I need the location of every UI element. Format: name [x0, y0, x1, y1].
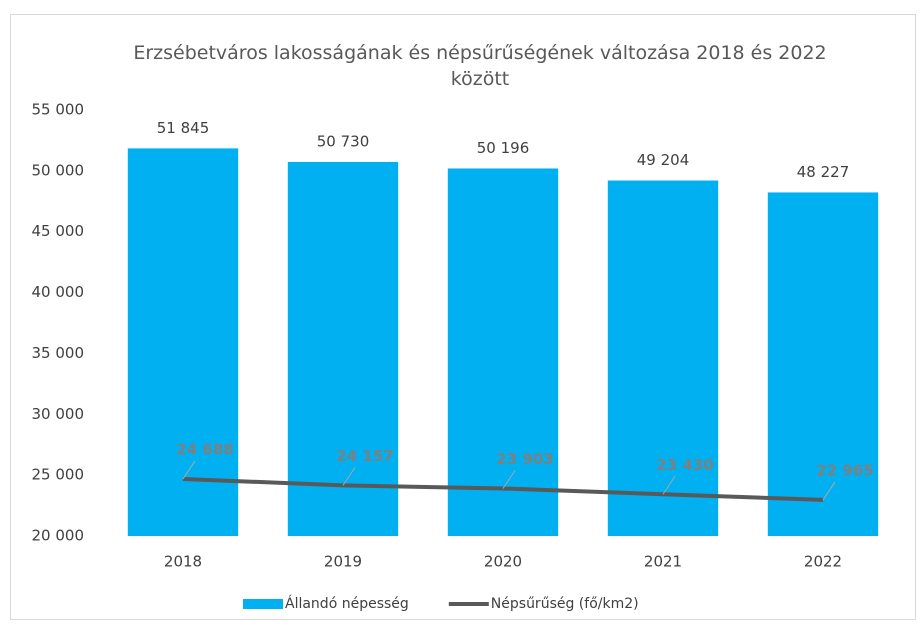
y-tick-label: 35 000 [32, 344, 85, 362]
y-tick-label: 50 000 [32, 161, 85, 179]
line-value-label: 24 157 [336, 447, 393, 465]
x-tick-label: 2022 [804, 553, 842, 571]
x-tick-label: 2021 [644, 553, 682, 571]
bar-value-label: 51 845 [157, 119, 210, 137]
line-value-label: 24 688 [176, 440, 233, 458]
y-tick-label: 20 000 [32, 527, 85, 545]
y-tick-label: 40 000 [32, 283, 85, 301]
y-tick-label: 25 000 [32, 466, 85, 484]
legend-label: Népsűrűség (fő/km2) [491, 596, 639, 612]
x-tick-label: 2020 [484, 553, 522, 571]
legend-swatch [243, 599, 283, 609]
y-tick-label: 30 000 [32, 405, 85, 423]
leader-line [502, 470, 516, 489]
leader-line [342, 467, 356, 486]
chart-title: Erzsébetváros lakosságának és népsűrűség… [133, 42, 827, 90]
bar [447, 168, 559, 536]
line-value-label: 23 903 [496, 450, 553, 468]
bar-value-label: 49 204 [637, 151, 690, 169]
bar-value-label: 50 196 [477, 139, 530, 157]
line-value-label: 22 965 [816, 461, 873, 479]
bar-value-label: 50 730 [317, 132, 370, 150]
line-value-label: 23 430 [656, 456, 713, 474]
line [182, 476, 824, 502]
chart-frame [10, 14, 916, 620]
bar [287, 161, 399, 537]
y-tick-label: 55 000 [32, 101, 85, 119]
x-tick-label: 2018 [164, 553, 202, 571]
y-tick-label: 45 000 [32, 222, 85, 240]
leader-line [662, 475, 676, 495]
bar [127, 148, 239, 536]
bar [767, 192, 879, 537]
bar-value-label: 48 227 [797, 163, 850, 181]
leader-line [182, 460, 196, 480]
bar [607, 180, 719, 536]
leader-line [822, 481, 836, 501]
legend-label: Állandó népesség [285, 595, 409, 612]
x-tick-label: 2019 [324, 553, 362, 571]
